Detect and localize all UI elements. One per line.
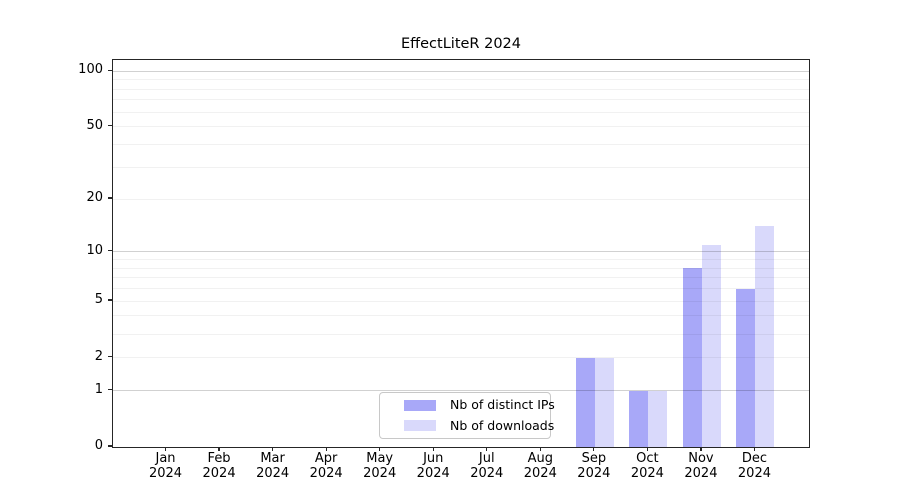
legend: Nb of distinct IPs Nb of downloads [379, 392, 555, 439]
y-tick-label: 2 [94, 348, 103, 364]
x-tick-label-year: 2024 [256, 465, 290, 481]
x-tick-label: Dec 2024 [727, 451, 781, 481]
y-tick-label: 5 [94, 292, 103, 308]
bars-layer [113, 60, 809, 447]
y-tick-mark [108, 250, 112, 252]
x-tick-label-year: 2024 [577, 465, 611, 481]
x-tick-mark [646, 447, 648, 451]
x-tick-label-year: 2024 [470, 465, 504, 481]
legend-swatch-downloads [404, 420, 436, 431]
x-tick-label: Aug 2024 [513, 451, 567, 481]
x-tick-label-year: 2024 [363, 465, 397, 481]
x-tick-label: Feb 2024 [192, 451, 246, 481]
x-tick-label-year: 2024 [630, 465, 664, 481]
x-tick-mark [432, 447, 434, 451]
y-tick-label: 0 [94, 438, 103, 453]
x-tick-mark [753, 447, 756, 451]
x-tick-label-year: 2024 [523, 465, 557, 481]
x-tick-label-year: 2024 [148, 465, 183, 481]
bar-oct-downloads [648, 390, 668, 447]
bar-dec-downloads [755, 226, 775, 447]
x-tick-mark [539, 447, 541, 451]
x-tick-mark [218, 447, 220, 451]
x-tick-mark [593, 447, 595, 451]
x-tick-mark [486, 447, 488, 451]
bar-sep-downloads [594, 357, 614, 447]
x-tick-label-month: Aug [527, 451, 553, 466]
x-tick-label: May 2024 [353, 451, 407, 481]
x-tick-label-year: 2024 [416, 465, 450, 481]
x-tick-label-month: Nov [688, 451, 714, 466]
x-tick-label-year: 2024 [309, 465, 343, 481]
x-tick-label-month: Apr [314, 451, 338, 466]
bar-nov-downloads [701, 244, 721, 447]
chart-title: EffectLiteR 2024 [400, 36, 522, 52]
x-tick-label-month: Dec [741, 451, 768, 466]
x-tick-mark [272, 447, 274, 451]
x-tick-label-month: Sep [581, 451, 607, 466]
y-tick-mark [108, 125, 112, 127]
bar-dec-ips [736, 288, 756, 447]
legend-label-distinct-ips: Nb of distinct IPs [450, 397, 555, 413]
plot-area: Nb of distinct IPs Nb of downloads [112, 59, 810, 448]
x-tick-label-year: 2024 [737, 465, 771, 481]
legend-swatch-distinct-ips [404, 400, 436, 411]
x-tick-label: Mar 2024 [246, 451, 300, 481]
x-tick-label: Nov 2024 [674, 451, 728, 481]
y-tick-mark [108, 445, 112, 447]
bar-oct-ips [629, 390, 649, 447]
y-tick-label: 50 [86, 117, 103, 133]
y-tick-mark [108, 299, 112, 301]
legend-item-downloads: Nb of downloads [404, 416, 554, 436]
y-tick-mark [108, 388, 112, 391]
legend-item-distinct-ips: Nb of distinct IPs [404, 395, 555, 415]
x-tick-label: Sep 2024 [567, 451, 621, 481]
x-tick-mark [700, 447, 702, 451]
x-tick-mark [164, 447, 167, 451]
x-tick-label: Jun 2024 [406, 451, 460, 481]
x-tick-label: Jan 2024 [139, 451, 193, 481]
x-tick-mark [379, 447, 381, 451]
x-tick-label-month: May [366, 451, 394, 466]
x-tick-label-month: Feb [207, 451, 231, 466]
y-tick-mark [108, 197, 112, 199]
x-tick-label-month: Jul [478, 451, 495, 466]
x-tick-label-year: 2024 [684, 465, 718, 481]
x-tick-label-month: Oct [636, 451, 659, 466]
bar-nov-ips [682, 268, 702, 447]
bar-sep-ips [575, 357, 595, 447]
x-tick-label-month: Mar [260, 451, 285, 466]
y-tick-label: 100 [78, 62, 103, 78]
x-tick-label: Apr 2024 [299, 451, 353, 481]
x-tick-mark [325, 447, 327, 451]
x-tick-label-year: 2024 [202, 465, 236, 481]
x-tick-label-month: Jan [155, 451, 176, 466]
x-tick-label-month: Jun [423, 451, 444, 466]
legend-label-downloads: Nb of downloads [450, 417, 555, 433]
x-tick-label: Oct 2024 [620, 451, 674, 481]
y-tick-label: 10 [86, 242, 103, 258]
y-tick-mark [108, 355, 112, 358]
y-tick-label: 20 [86, 190, 103, 206]
y-tick-label: 1 [94, 381, 103, 397]
x-tick-label: Jul 2024 [460, 451, 514, 481]
y-tick-mark [108, 69, 112, 71]
